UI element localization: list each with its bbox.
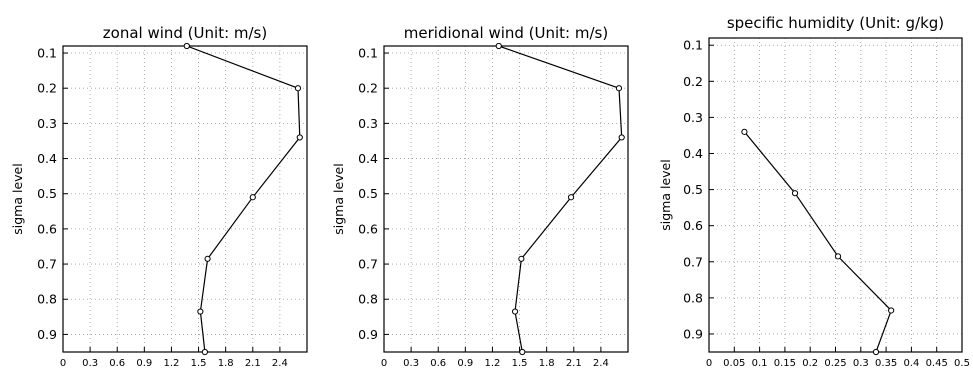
x-tick-0-25-label: 0.25	[824, 358, 846, 369]
y-tick-label: 0.6	[683, 218, 703, 233]
chart-title: specific humidity (Unit: g/kg)	[727, 14, 944, 32]
data-point	[495, 42, 502, 50]
data-point	[567, 194, 575, 201]
y-tick-label: 0.5	[358, 186, 378, 201]
y-tick-label: 0.3	[358, 116, 378, 131]
data-point	[204, 255, 211, 262]
y-tick-label: 0.8	[358, 292, 378, 307]
chart-title: zonal wind (Unit: m/s)	[103, 24, 267, 42]
x-tick-0-6-label: 0.6	[109, 358, 125, 369]
y-tick-label: 0.1	[683, 38, 703, 53]
x-tick-0-4-label: 0.4	[903, 358, 919, 369]
data-point	[518, 255, 525, 262]
x-tick-1-8-label: 1.8	[218, 358, 234, 369]
y-axis-label: sigma level	[331, 163, 346, 234]
x-tick-0-15-label: 0.15	[774, 358, 796, 369]
y-tick-label: 0.9	[358, 327, 378, 342]
y-tick-label: 0.6	[358, 221, 378, 236]
x-tick-1-5-label: 1.5	[512, 358, 528, 369]
chart-title: meridional wind (Unit: m/s)	[404, 24, 608, 42]
data-point	[249, 194, 256, 201]
plot-frame	[383, 45, 629, 353]
data-point	[791, 190, 799, 197]
y-tick-label: 0.7	[37, 257, 57, 272]
profile-line	[498, 46, 623, 352]
x-tick-0-5-label: 0.5	[954, 358, 970, 369]
y-tick-label: 0.2	[683, 74, 703, 89]
data-point	[519, 348, 526, 356]
data-point	[741, 128, 748, 135]
data-point	[201, 348, 208, 356]
data-point	[615, 85, 623, 92]
y-tick-label: 0.1	[358, 46, 378, 61]
plot-frame	[62, 45, 308, 353]
data-point	[183, 42, 190, 50]
y-tick-label: 0.7	[358, 257, 378, 272]
zonal-wind-panel: 0 0.3 0.6 0.9 1.2 1.5 1.8 2.1 2.4 0.1 0.2 0.3 0.4 0.5…	[10, 24, 308, 369]
y-axis-label: sigma level	[10, 163, 25, 234]
y-tick-label: 0.7	[683, 254, 703, 269]
y-tick-label: 0.2	[358, 81, 378, 96]
y-tick-label: 0.5	[37, 186, 57, 201]
x-tick-0-label: 0	[381, 358, 387, 369]
x-tick-2-1-label: 2.1	[566, 358, 582, 369]
x-tick-1-5-label: 1.5	[191, 358, 207, 369]
profile-line	[743, 131, 892, 352]
data-point	[618, 134, 625, 141]
x-tick-0-2-label: 0.2	[802, 358, 818, 369]
x-tick-1-2-label: 1.2	[163, 358, 179, 369]
x-tick-1-2-label: 1.2	[484, 358, 500, 369]
x-tick-2-4-label: 2.4	[272, 358, 288, 369]
x-tick-0-35-label: 0.35	[875, 358, 897, 369]
profile-line	[186, 46, 301, 352]
data-point	[888, 307, 895, 314]
x-tick-0-1-label: 0.1	[752, 358, 768, 369]
x-tick-0-label: 0	[60, 358, 66, 369]
x-tick-0-3-label: 0.3	[82, 358, 98, 369]
y-tick-label: 0.4	[37, 151, 57, 166]
data-point	[834, 253, 842, 260]
specific-humidity-panel: 0 0.05 0.1 0.15 0.2 0.25 0.3 0.35 0.4 0.45 0.5 0.1 0…	[658, 14, 970, 369]
x-tick-0-05-label: 0.05	[723, 358, 745, 369]
y-tick-label: 0.4	[683, 146, 703, 161]
data-point	[296, 134, 303, 141]
data-point	[872, 348, 880, 356]
x-tick-0-label: 0	[706, 358, 712, 369]
x-tick-0-3-label: 0.3	[403, 358, 419, 369]
data-point	[197, 308, 204, 315]
y-tick-label: 0.1	[37, 46, 57, 61]
data-point	[511, 308, 519, 315]
x-tick-0-6-label: 0.6	[430, 358, 446, 369]
x-tick-1-8-label: 1.8	[539, 358, 555, 369]
x-tick-0-45-label: 0.45	[926, 358, 948, 369]
y-tick-label: 0.6	[37, 221, 57, 236]
y-tick-label: 0.9	[37, 327, 57, 342]
y-tick-label: 0.2	[37, 81, 57, 96]
y-tick-label: 0.4	[358, 151, 378, 166]
y-tick-label: 0.3	[683, 110, 703, 125]
x-tick-2-4-label: 2.4	[593, 358, 609, 369]
y-tick-label: 0.8	[683, 290, 703, 305]
x-tick-0-9-label: 0.9	[457, 358, 473, 369]
y-tick-label: 0.3	[37, 116, 57, 131]
y-tick-label: 0.8	[37, 292, 57, 307]
y-tick-label: 0.9	[683, 326, 703, 341]
data-point	[294, 85, 302, 92]
x-tick-0-3-label: 0.3	[853, 358, 869, 369]
x-tick-2-1-label: 2.1	[245, 358, 261, 369]
x-tick-0-9-label: 0.9	[136, 358, 152, 369]
y-tick-label: 0.5	[683, 182, 703, 197]
y-axis-label: sigma level	[658, 159, 673, 230]
meridional-wind-panel: 0 0.3 0.6 0.9 1.2 1.5 1.8 2.1 2.4 0.1 0.2 0.3 0.4 0.5…	[331, 24, 629, 369]
